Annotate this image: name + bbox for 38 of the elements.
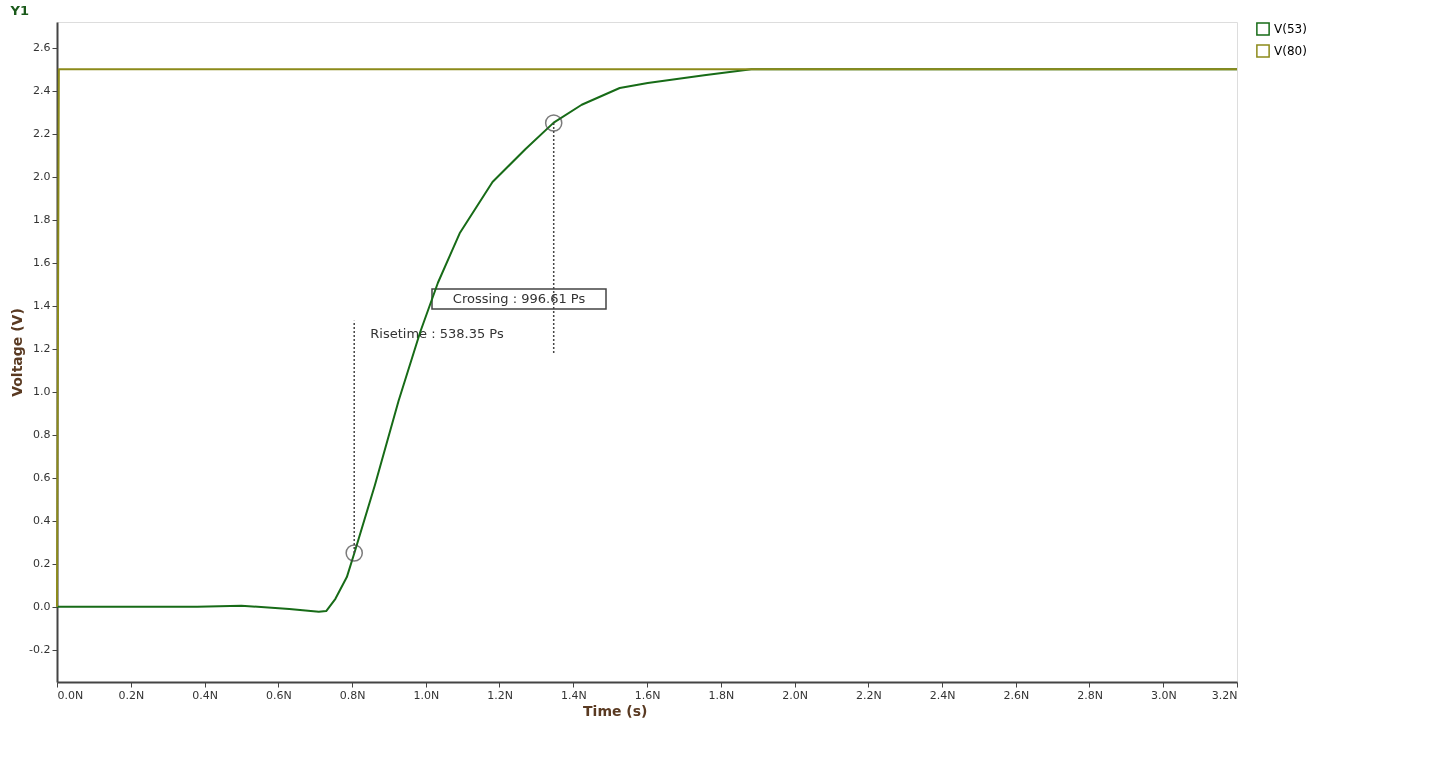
y-tick-label: 0.0	[33, 600, 51, 614]
x-tick-label: 2.4N	[929, 688, 956, 702]
y-axis-title: Voltage (V)	[9, 308, 26, 397]
y-tick-label: 2.6	[33, 41, 51, 55]
x-tick-label: 1.6N	[634, 688, 661, 702]
y-tick-label: 2.2	[33, 127, 51, 141]
legend-label: V(80)	[1274, 44, 1307, 58]
x-tick-label: 1.4N	[560, 688, 587, 702]
y-tick-label: 0.4	[33, 514, 51, 528]
y-tick-label: 0.8	[33, 428, 51, 442]
x-tick-label: 3.2N	[1211, 688, 1238, 702]
x-tick-label: 1.8N	[708, 688, 735, 702]
y-tick-label: 0.6	[33, 471, 51, 485]
x-axis-title: Time (s)	[583, 702, 648, 719]
x-tick-label: 0.2N	[118, 688, 145, 702]
y-tick-label: 1.0	[33, 385, 51, 399]
x-tick-label: 3.0N	[1150, 688, 1177, 702]
x-tick-label: 2.6N	[1003, 688, 1030, 702]
y-tick-label: 1.2	[33, 342, 51, 356]
x-tick-label: 0.6N	[265, 688, 292, 702]
chart-title: Y1	[9, 3, 30, 18]
y-tick-label: 2.0	[33, 170, 51, 184]
x-tick-label: 1.2N	[487, 688, 513, 702]
annotation: Crossing : 996.61 Ps	[452, 291, 586, 306]
x-tick-label: 2.8N	[1077, 688, 1103, 702]
x-tick-label: 0.8N	[339, 688, 366, 702]
y-tick-label: 2.4	[33, 84, 51, 98]
y-tick-label: 1.8	[33, 213, 51, 227]
y-tick-label: 0.2	[33, 557, 51, 571]
x-tick-label: 0.0N	[57, 688, 84, 702]
y-tick-label: 1.6	[33, 256, 51, 270]
x-tick-label: 1.0N	[413, 688, 440, 702]
legend-label: V(53)	[1274, 22, 1307, 36]
x-tick-label: 2.2N	[855, 688, 882, 702]
y-tick-label: -0.2	[29, 643, 51, 657]
x-tick-label: 0.4N	[192, 688, 218, 702]
x-tick-label: 2.0N	[782, 688, 808, 702]
y-tick-label: 1.4	[33, 299, 51, 313]
